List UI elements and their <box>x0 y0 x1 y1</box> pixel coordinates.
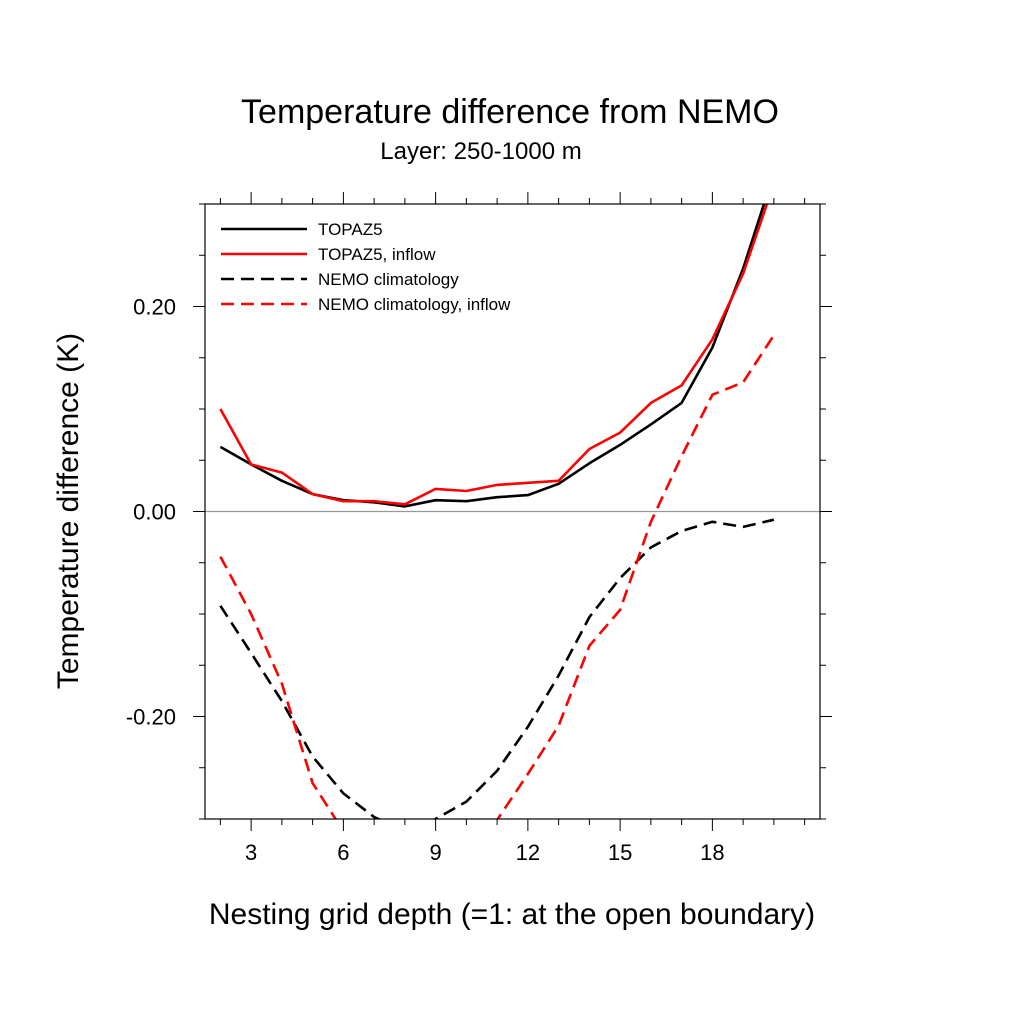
x-axis-title: Nesting grid depth (=1: at the open boun… <box>209 898 815 931</box>
x-tick-label: 3 <box>245 840 257 865</box>
legend-label: NEMO climatology, inflow <box>318 295 511 314</box>
chart-title: Temperature difference from NEMO <box>241 93 779 131</box>
series-line-1 <box>219 204 766 508</box>
legend-label: TOPAZ5, inflow <box>318 245 436 264</box>
series-line-4 <box>219 334 775 819</box>
x-tick-label: 9 <box>430 840 442 865</box>
y-tick-label: 0.00 <box>133 500 176 525</box>
x-tick-label: 12 <box>516 840 540 865</box>
y-tick-label: -0.20 <box>126 705 176 730</box>
legend: TOPAZ5 TOPAZ5, inflow NEMO climatology NEMO… <box>221 220 511 314</box>
tick-layer: 3 6 9 12 15 18 -0.20 0.00 0.20 <box>126 192 832 865</box>
legend-label: NEMO climatology <box>318 270 459 289</box>
chart-subtitle: Layer: 250-1000 m <box>380 138 581 165</box>
x-tick-label: 15 <box>608 840 632 865</box>
x-tick-label: 6 <box>337 840 349 865</box>
y-axis-title: Temperature difference (K) <box>52 333 85 689</box>
series-line-2 <box>219 204 769 506</box>
series-line-3 <box>219 518 775 819</box>
y-tick-label: 0.20 <box>133 295 176 320</box>
series-layer <box>219 204 775 819</box>
legend-label: TOPAZ5 <box>318 220 383 239</box>
x-tick-label: 18 <box>700 840 724 865</box>
